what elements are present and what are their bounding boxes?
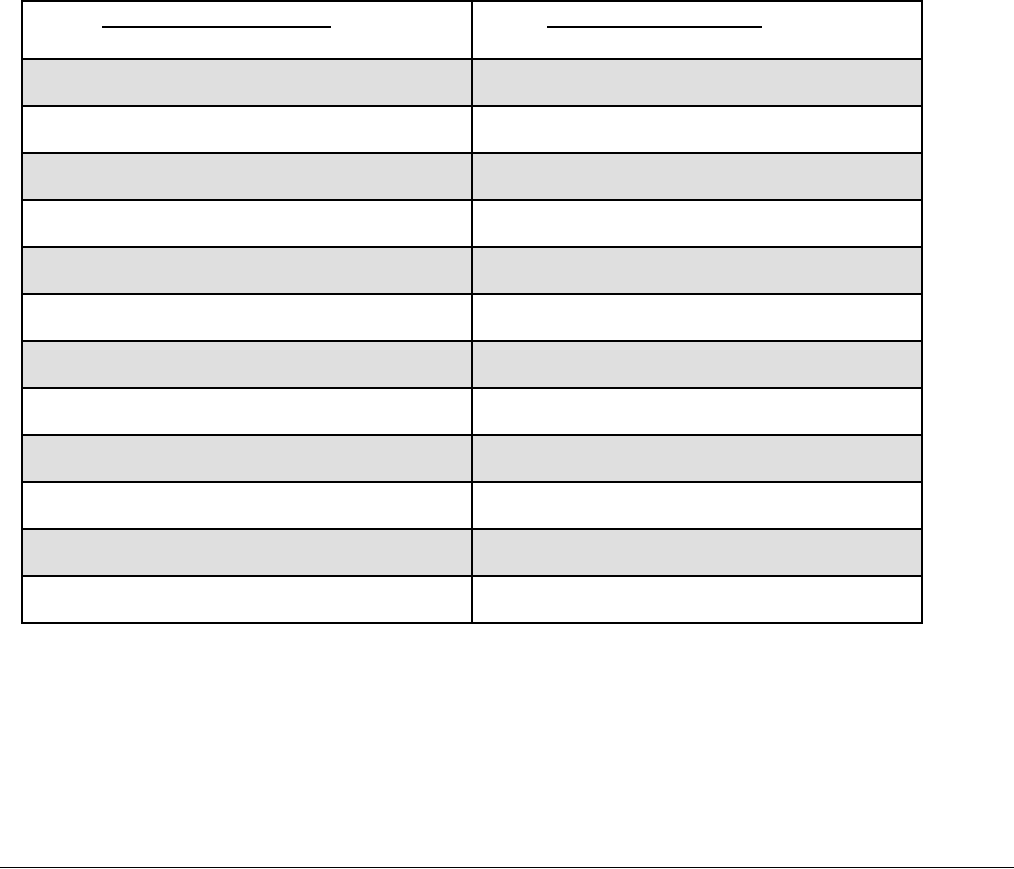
table-row — [21, 246, 923, 295]
table-cell — [21, 58, 473, 107]
table-row — [21, 105, 923, 154]
table-cell — [471, 387, 923, 436]
header-underline — [102, 26, 331, 28]
table-cell — [471, 528, 923, 577]
table-cell — [21, 105, 473, 154]
table-row — [21, 481, 923, 530]
table-row — [21, 152, 923, 201]
table-row — [21, 340, 923, 389]
table-cell — [471, 481, 923, 530]
table-row — [21, 575, 923, 624]
header-row — [21, 0, 923, 60]
header-underline — [547, 26, 762, 28]
table-cell — [471, 575, 923, 624]
table-cell — [471, 152, 923, 201]
table-cell — [471, 58, 923, 107]
table-cell — [471, 199, 923, 248]
table-row — [21, 293, 923, 342]
table-cell — [21, 293, 473, 342]
table-cell — [21, 481, 473, 530]
table-cell — [471, 434, 923, 483]
table-cell — [21, 387, 473, 436]
table-cell — [21, 246, 473, 295]
page-bottom-rule — [0, 867, 1014, 868]
table-row — [21, 199, 923, 248]
table-row — [21, 58, 923, 107]
table-cell — [21, 434, 473, 483]
blank-table — [21, 0, 923, 624]
table-cell — [471, 246, 923, 295]
table-row — [21, 528, 923, 577]
table-row — [21, 434, 923, 483]
table-cell — [471, 293, 923, 342]
table-cell — [471, 340, 923, 389]
table-cell — [471, 105, 923, 154]
table-cell — [21, 152, 473, 201]
table-cell — [21, 199, 473, 248]
table-cell — [21, 575, 473, 624]
table-cell — [21, 340, 473, 389]
header-cell-1 — [21, 0, 473, 60]
header-cell-2 — [471, 0, 923, 60]
table-row — [21, 387, 923, 436]
table-cell — [21, 528, 473, 577]
